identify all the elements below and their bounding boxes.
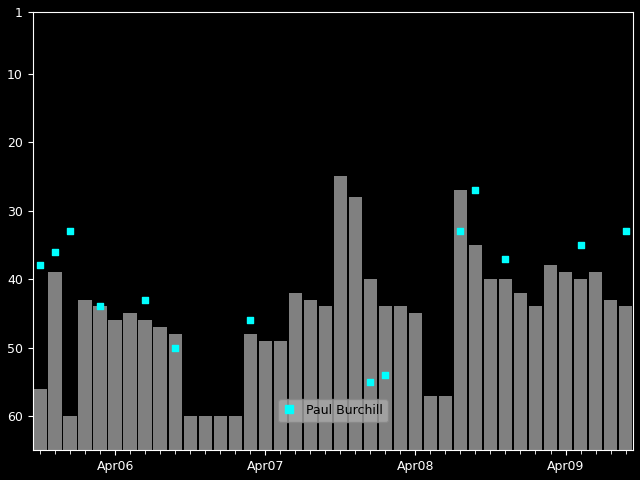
Bar [79,300,92,450]
Bar [184,416,197,450]
Bar [168,334,182,450]
Bar [514,293,527,450]
Point [380,371,390,379]
Point [470,186,481,194]
Bar [259,341,272,450]
Bar [93,307,107,450]
Bar [49,272,62,450]
Point [365,378,376,385]
Bar [198,416,212,450]
Bar [108,320,122,450]
Bar [364,279,377,450]
Point [170,344,180,351]
Bar [379,307,392,450]
Bar [244,334,257,450]
Bar [604,300,618,450]
Bar [124,313,137,450]
Bar [619,307,632,450]
Point [35,262,45,269]
Bar [333,176,347,450]
Bar [484,279,497,450]
Point [95,303,106,311]
Bar [289,293,302,450]
Bar [154,327,167,450]
Bar [228,416,242,450]
Bar [454,190,467,450]
Bar [499,279,512,450]
Bar [544,265,557,450]
Bar [468,245,482,450]
Bar [438,396,452,450]
Point [455,228,465,235]
Point [245,316,255,324]
Bar [273,341,287,450]
Bar [409,313,422,450]
Bar [574,279,588,450]
Bar [529,307,542,450]
Bar [589,272,602,450]
Point [620,228,630,235]
Point [65,228,76,235]
Bar [214,416,227,450]
Point [50,248,60,255]
Bar [33,389,47,450]
Point [500,255,511,263]
Bar [303,300,317,450]
Bar [394,307,407,450]
Bar [559,272,572,450]
Point [575,241,586,249]
Bar [349,197,362,450]
Bar [424,396,437,450]
Legend: Paul Burchill: Paul Burchill [278,399,388,422]
Point [140,296,150,303]
Bar [138,320,152,450]
Bar [63,416,77,450]
Bar [319,307,332,450]
